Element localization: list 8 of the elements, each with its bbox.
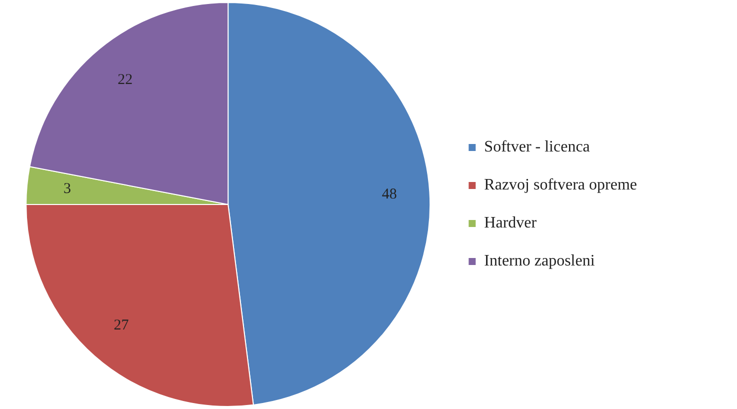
- legend-label: Hardver: [484, 214, 538, 232]
- data-label: 27: [114, 318, 130, 334]
- legend-label: Interno zaposleni: [484, 252, 596, 270]
- data-label: 22: [118, 72, 133, 88]
- data-label: 48: [382, 186, 397, 202]
- data-label: 3: [63, 181, 71, 198]
- legend-label: Softver - licenca: [484, 138, 590, 156]
- legend-label: Razvoj softvera opreme: [484, 176, 637, 194]
